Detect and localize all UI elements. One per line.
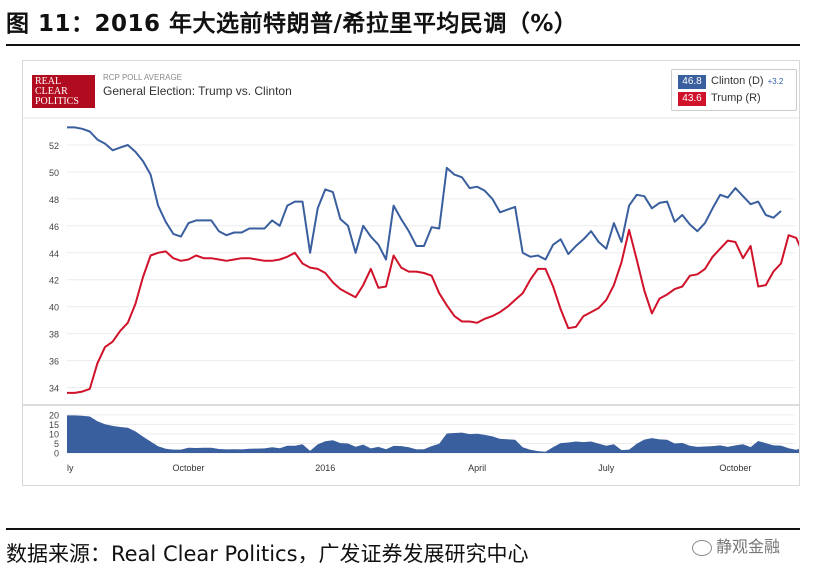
spread-y-tick-label: 10 bbox=[49, 429, 59, 439]
logo-line-3: POLITICS bbox=[35, 96, 79, 107]
legend: 46.8 Clinton (D) +3.2 43.6 Trump (R) bbox=[671, 69, 797, 111]
watermark-text: 静观金融 bbox=[716, 537, 781, 556]
logo-line-1: REAL bbox=[35, 76, 62, 87]
logo-line-2: CLEAR bbox=[35, 86, 68, 97]
x-tick-label: April bbox=[468, 463, 486, 473]
legend-trump: 43.6 Trump (R) bbox=[678, 92, 761, 106]
chart-panel: REAL CLEAR POLITICS RCP POLL AVERAGE Gen… bbox=[22, 60, 800, 486]
legend-trump-value: 43.6 bbox=[678, 92, 706, 106]
x-tick-label: 2016 bbox=[315, 463, 335, 473]
y-tick-label: 50 bbox=[49, 168, 59, 178]
poll-title: General Election: Trump vs. Clinton bbox=[103, 84, 292, 98]
legend-clinton-label: Clinton (D) bbox=[711, 75, 764, 87]
y-tick-label: 42 bbox=[49, 276, 59, 286]
poll-kicker: RCP POLL AVERAGE bbox=[103, 73, 182, 82]
y-tick-label: 44 bbox=[49, 249, 59, 259]
x-tick-label: October bbox=[173, 463, 205, 473]
y-tick-label: 36 bbox=[49, 357, 59, 367]
x-tick-label: October bbox=[719, 463, 751, 473]
legend-clinton-value: 46.8 bbox=[678, 75, 706, 89]
source-note: 数据来源：Real Clear Politics，广发证券发展研究中心 bbox=[6, 542, 529, 566]
legend-clinton-diff: +3.2 bbox=[767, 77, 784, 86]
source-rule bbox=[6, 528, 800, 530]
legend-trump-label: Trump (R) bbox=[711, 92, 761, 104]
rcp-logo: REAL CLEAR POLITICS bbox=[32, 75, 95, 108]
spread-y-tick-label: 15 bbox=[49, 420, 59, 430]
x-tick-label: ly bbox=[67, 463, 74, 473]
y-tick-label: 46 bbox=[49, 222, 59, 232]
legend-clinton: 46.8 Clinton (D) +3.2 bbox=[678, 75, 783, 89]
x-tick-label: July bbox=[598, 463, 615, 473]
spread-y-tick-label: 20 bbox=[49, 410, 59, 420]
wechat-icon bbox=[692, 539, 712, 556]
watermark: 静观金融 bbox=[692, 533, 780, 557]
y-tick-label: 48 bbox=[49, 195, 59, 205]
title-rule bbox=[6, 44, 800, 46]
y-tick-label: 40 bbox=[49, 303, 59, 313]
spread-area bbox=[67, 415, 799, 453]
figure-title: 图 11：2016 年大选前特朗普/希拉里平均民调（%） bbox=[6, 11, 578, 37]
spread-y-tick-label: 0 bbox=[54, 449, 59, 459]
y-tick-label: 52 bbox=[49, 141, 59, 151]
y-tick-label: 34 bbox=[49, 384, 59, 394]
clinton-line bbox=[67, 126, 782, 261]
y-tick-label: 38 bbox=[49, 330, 59, 340]
trump-line bbox=[67, 228, 799, 394]
spread-y-tick-label: 5 bbox=[54, 439, 59, 449]
